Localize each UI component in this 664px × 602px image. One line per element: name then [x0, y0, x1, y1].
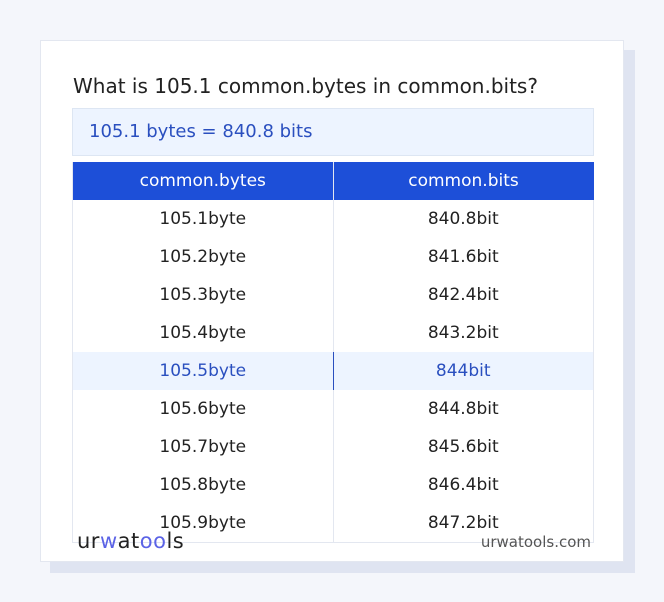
column-header: common.bytes [72, 162, 333, 200]
table-cell: 844.8bit [332, 390, 594, 428]
table-row: 105.1byte 840.8bit [72, 200, 594, 238]
table-cell: 105.1byte [72, 200, 334, 238]
table-row: 105.4byte 843.2bit [72, 314, 594, 352]
table-cell: 842.4bit [332, 276, 594, 314]
table-row: 105.6byte 844.8bit [72, 390, 594, 428]
table-row: 105.7byte 845.6bit [72, 428, 594, 466]
table-cell: 105.9byte [72, 504, 334, 543]
table-cell: 105.3byte [72, 276, 334, 314]
table-row: 105.3byte 842.4bit [72, 276, 594, 314]
table-cell: 847.2bit [332, 504, 594, 543]
table-cell: 845.6bit [332, 428, 594, 466]
table-row: 105.2byte 841.6bit [72, 238, 594, 276]
table-cell: 105.6byte [72, 390, 334, 428]
table-cell: 840.8bit [332, 200, 594, 238]
table-cell: 841.6bit [332, 238, 594, 276]
table-cell: 105.2byte [72, 238, 334, 276]
result-box: 105.1 bytes = 840.8 bits [72, 108, 594, 156]
table-cell: 844bit [332, 352, 594, 390]
table-cell: 105.7byte [72, 428, 334, 466]
site-link[interactable]: urwatools.com [480, 533, 591, 551]
page-title: What is 105.1 common.bytes in common.bit… [73, 74, 538, 98]
table-cell: 105.4byte [72, 314, 334, 352]
table-cell: 105.8byte [72, 466, 334, 504]
table-row: 105.9byte 847.2bit [72, 504, 594, 543]
table-row: 105.8byte 846.4bit [72, 466, 594, 504]
conversion-card: What is 105.1 common.bytes in common.bit… [40, 40, 624, 562]
table-row: 105.5byte 844bit [72, 352, 594, 390]
table-cell: 846.4bit [332, 466, 594, 504]
table-cell: 105.5byte [72, 352, 334, 390]
column-header: common.bits [332, 162, 594, 200]
urwatools-logo: urwatools [77, 529, 185, 553]
conversion-table: common.bytes common.bits 105.1byte 840.8bi… [72, 162, 594, 543]
table-cell: 843.2bit [332, 314, 594, 352]
